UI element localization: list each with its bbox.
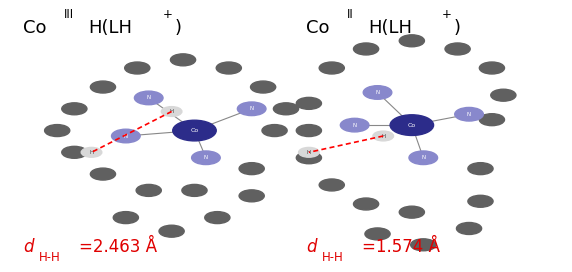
- Circle shape: [363, 86, 392, 99]
- Circle shape: [319, 179, 344, 191]
- Text: d: d: [306, 238, 316, 256]
- Text: H-H: H-H: [322, 251, 344, 264]
- Text: H: H: [89, 150, 94, 155]
- Circle shape: [62, 103, 87, 115]
- Circle shape: [112, 129, 140, 143]
- Circle shape: [399, 35, 424, 47]
- Text: H(LH: H(LH: [89, 19, 133, 37]
- Circle shape: [45, 125, 70, 137]
- Circle shape: [353, 43, 379, 55]
- Text: ): ): [174, 19, 181, 37]
- Circle shape: [479, 114, 505, 126]
- Text: H: H: [307, 150, 311, 155]
- Circle shape: [299, 147, 319, 157]
- Text: N: N: [421, 155, 426, 160]
- Circle shape: [134, 91, 163, 105]
- Text: ): ): [454, 19, 460, 37]
- Circle shape: [296, 97, 321, 109]
- Circle shape: [81, 147, 102, 157]
- Text: =1.574 Å: =1.574 Å: [362, 238, 440, 256]
- Text: N: N: [352, 123, 357, 128]
- Text: +: +: [442, 8, 452, 21]
- Circle shape: [468, 195, 493, 207]
- Text: N: N: [375, 90, 380, 95]
- Circle shape: [455, 107, 483, 121]
- Text: N: N: [249, 106, 254, 111]
- Circle shape: [170, 54, 196, 66]
- Circle shape: [409, 151, 438, 165]
- Circle shape: [251, 81, 276, 93]
- Circle shape: [468, 163, 493, 175]
- Text: N: N: [146, 95, 151, 100]
- Circle shape: [340, 118, 369, 132]
- Circle shape: [373, 131, 394, 141]
- Circle shape: [262, 125, 287, 137]
- Text: N: N: [124, 134, 128, 138]
- Circle shape: [445, 43, 470, 55]
- Circle shape: [390, 115, 434, 135]
- Text: N: N: [467, 112, 471, 117]
- Text: H: H: [169, 109, 174, 114]
- Circle shape: [365, 228, 390, 240]
- Circle shape: [205, 212, 230, 224]
- Text: III: III: [64, 8, 74, 21]
- Circle shape: [456, 222, 482, 234]
- Text: H: H: [381, 134, 386, 138]
- Circle shape: [173, 120, 216, 141]
- Circle shape: [399, 206, 424, 218]
- Text: Co: Co: [306, 19, 329, 37]
- Circle shape: [273, 103, 299, 115]
- Circle shape: [239, 190, 264, 202]
- Circle shape: [159, 225, 184, 237]
- Text: Co: Co: [190, 128, 198, 133]
- Text: H(LH: H(LH: [368, 19, 412, 37]
- Circle shape: [113, 212, 138, 224]
- Text: N: N: [204, 155, 208, 160]
- Text: =2.463 Å: =2.463 Å: [79, 238, 157, 256]
- Circle shape: [192, 151, 220, 165]
- Text: +: +: [163, 8, 173, 21]
- Circle shape: [296, 125, 321, 137]
- Circle shape: [161, 107, 182, 116]
- Circle shape: [491, 89, 516, 101]
- Circle shape: [182, 184, 207, 196]
- Circle shape: [90, 168, 116, 180]
- Text: Co: Co: [23, 19, 46, 37]
- Circle shape: [216, 62, 241, 74]
- Circle shape: [136, 184, 161, 196]
- Circle shape: [90, 81, 116, 93]
- Text: H-H: H-H: [39, 251, 61, 264]
- Circle shape: [479, 62, 505, 74]
- Text: d: d: [23, 238, 33, 256]
- Circle shape: [353, 198, 379, 210]
- Circle shape: [411, 239, 436, 251]
- Circle shape: [319, 62, 344, 74]
- Text: Co: Co: [408, 123, 416, 128]
- Circle shape: [237, 102, 266, 116]
- Circle shape: [125, 62, 150, 74]
- Circle shape: [62, 146, 87, 158]
- Circle shape: [239, 163, 264, 175]
- Text: II: II: [347, 8, 354, 21]
- Circle shape: [296, 152, 321, 164]
